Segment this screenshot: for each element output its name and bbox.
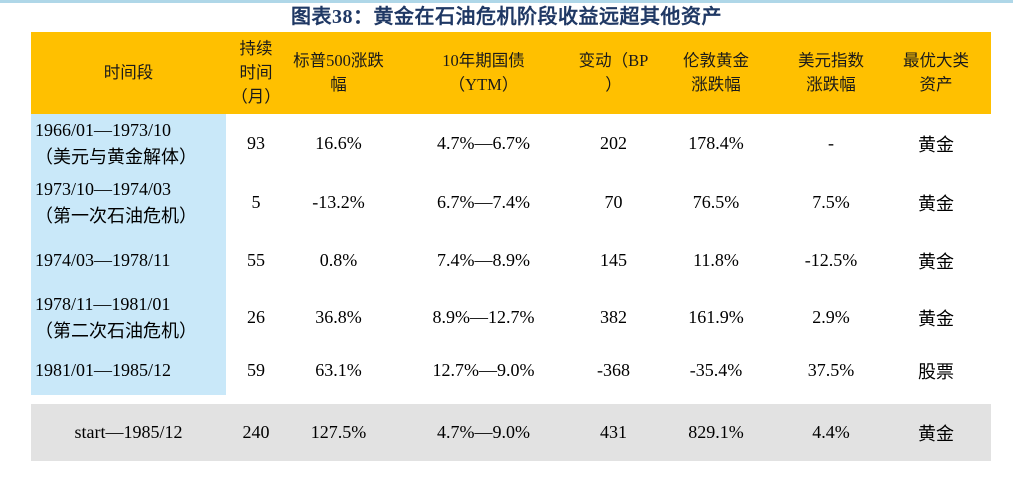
london-gold-change-cell: 11.8% xyxy=(693,250,739,270)
header-row: 时间段 持续 时间 （月） 标普500涨跌 幅 10年期国债 （YTM） 变动（… xyxy=(31,32,991,114)
london-gold-change-cell: 829.1% xyxy=(651,404,781,461)
period-cell: 1973/10—1974/03 （第一次石油危机） xyxy=(31,173,226,232)
table-row: 1978/11—1981/01 （第二次石油危机） 26 36.8% 8.9%—… xyxy=(31,289,991,346)
change-bp-cell: 145 xyxy=(600,250,627,270)
usd-index-change-cell: -12.5% xyxy=(804,250,858,270)
sp500-change-cell: 63.1% xyxy=(315,360,362,380)
top-divider-line xyxy=(0,0,1013,3)
data-table: 时间段 持续 时间 （月） 标普500涨跌 幅 10年期国债 （YTM） 变动（… xyxy=(31,32,991,461)
col-header-sp500-change: 标普500涨跌 幅 xyxy=(286,32,391,114)
table-row: 1973/10—1974/03 （第一次石油危机） 5 -13.2% 6.7%—… xyxy=(31,173,991,232)
london-gold-change-cell: 178.4% xyxy=(688,133,744,153)
change-bp-cell: 70 xyxy=(604,192,623,212)
col-header-london-gold-change: 伦敦黄金 涨跌幅 xyxy=(651,32,781,114)
duration-cell: 55 xyxy=(247,250,265,270)
duration-cell: 59 xyxy=(247,360,265,380)
usd-index-change-cell: 2.9% xyxy=(812,307,850,327)
sp500-change-cell: 0.8% xyxy=(319,250,358,270)
treasury-ytm-cell: 7.4%—8.9% xyxy=(437,250,530,270)
duration-cell: 240 xyxy=(226,404,286,461)
sp500-change-cell: 16.6% xyxy=(315,133,362,153)
col-header-treasury-ytm: 10年期国债 （YTM） xyxy=(391,32,576,114)
duration-cell: 26 xyxy=(247,307,265,327)
figure-title: 图表38：黄金在石油危机阶段收益远超其他资产 xyxy=(291,6,722,28)
best-asset-cell: 黄金 xyxy=(918,134,954,155)
usd-index-change-cell: 4.4% xyxy=(781,404,881,461)
row-gap-cell xyxy=(31,395,991,404)
best-asset-cell: 黄金 xyxy=(918,193,954,214)
sp500-change-cell: -13.2% xyxy=(312,192,365,212)
best-asset-cell: 黄金 xyxy=(881,404,991,461)
period-cell: 1978/11—1981/01 （第二次石油危机） xyxy=(31,289,226,346)
change-bp-cell: 382 xyxy=(600,307,627,327)
best-asset-cell: 股票 xyxy=(918,361,954,382)
change-bp-cell: 202 xyxy=(600,133,627,153)
col-header-duration-months: 持续 时间 （月） xyxy=(226,32,286,114)
treasury-ytm-cell: 8.9%—12.7% xyxy=(432,307,535,327)
treasury-ytm-cell: 6.7%—7.4% xyxy=(437,192,530,212)
usd-index-change-cell: 7.5% xyxy=(812,192,850,212)
usd-index-change-cell: 37.5% xyxy=(807,360,855,380)
usd-index-change-cell: - xyxy=(828,133,834,153)
duration-cell: 93 xyxy=(247,133,265,153)
col-header-usd-index-change: 美元指数 涨跌幅 xyxy=(781,32,881,114)
london-gold-change-cell: 76.5% xyxy=(692,192,740,212)
col-header-period: 时间段 xyxy=(31,32,226,114)
table-row: 1974/03—1978/11 55 0.8% 7.4%—8.9% 145 11… xyxy=(31,232,991,289)
change-bp-cell: -368 xyxy=(597,360,630,380)
change-bp-cell: 431 xyxy=(576,404,651,461)
period-cell: 1981/01—1985/12 xyxy=(31,346,226,395)
row-gap xyxy=(31,395,991,404)
best-asset-cell: 黄金 xyxy=(918,251,954,272)
period-cell: 1974/03—1978/11 xyxy=(31,232,226,289)
treasury-ytm-cell: 4.7%—9.0% xyxy=(391,404,576,461)
sp500-change-cell: 127.5% xyxy=(286,404,391,461)
best-asset-cell: 黄金 xyxy=(918,308,954,329)
table-row: 1981/01—1985/12 59 63.1% 12.7%—9.0% -368… xyxy=(31,346,991,395)
period-cell: 1966/01—1973/10 （美元与黄金解体） xyxy=(31,114,226,173)
table-row: 1966/01—1973/10 （美元与黄金解体） 93 16.6% 4.7%—… xyxy=(31,114,991,173)
sp500-change-cell: 36.8% xyxy=(315,307,362,327)
period-cell: start—1985/12 xyxy=(31,404,226,461)
duration-cell: 5 xyxy=(251,192,261,212)
treasury-ytm-cell: 4.7%—6.7% xyxy=(437,133,530,153)
london-gold-change-cell: 161.9% xyxy=(688,307,744,327)
col-header-best-asset: 最优大类 资产 xyxy=(881,32,991,114)
table-row: start—1985/12 240 127.5% 4.7%—9.0% 431 8… xyxy=(31,404,991,461)
london-gold-change-cell: -35.4% xyxy=(689,360,743,380)
table-header: 时间段 持续 时间 （月） 标普500涨跌 幅 10年期国债 （YTM） 变动（… xyxy=(31,32,991,114)
col-header-change-bp: 变动（BP ） xyxy=(576,32,651,114)
treasury-ytm-cell: 12.7%—9.0% xyxy=(432,360,535,380)
